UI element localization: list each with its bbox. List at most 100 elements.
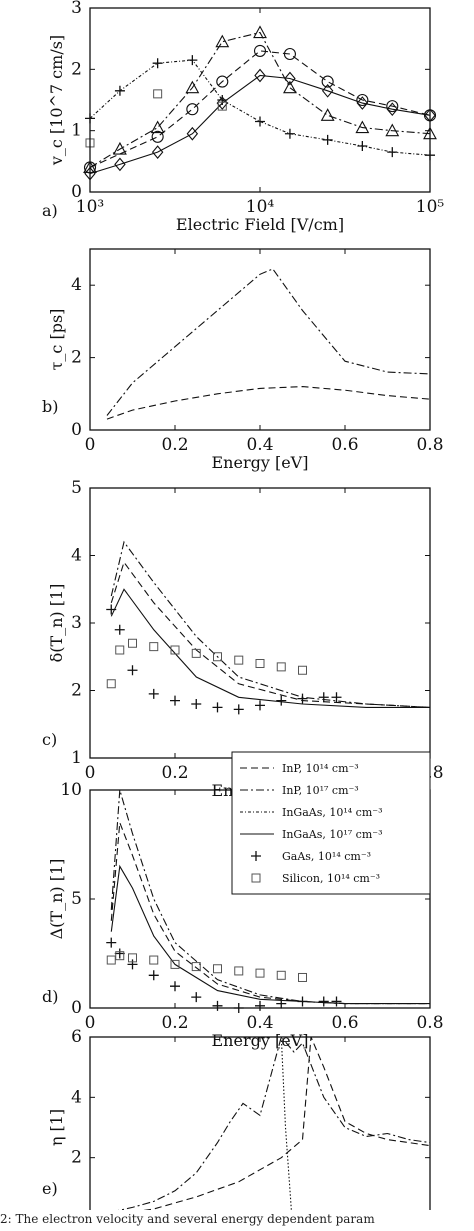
data-point-marker — [217, 101, 227, 111]
legend-label: Silicon, 10¹⁴ cm⁻³ — [282, 872, 380, 885]
y-axis-label: δ(T_n) [1] — [47, 584, 66, 663]
data-point-marker — [253, 44, 267, 57]
chart-panel-5: 00.20.40.60.80246Energy [eV]η [1]e) — [42, 1027, 444, 1231]
data-point-marker — [170, 645, 180, 655]
y-tick-label: 2 — [71, 1148, 82, 1168]
data-point-marker — [216, 75, 229, 88]
data-point-marker — [191, 699, 202, 709]
panel-label: a) — [42, 201, 58, 220]
axis-frame — [89, 7, 431, 193]
data-point-marker — [283, 80, 297, 94]
y-tick-label: 4 — [71, 546, 82, 566]
series-5 — [106, 951, 307, 982]
series-1 — [83, 44, 437, 174]
x-tick-label: 0.2 — [161, 763, 188, 783]
series-2 — [83, 25, 437, 174]
y-tick-label: 2 — [71, 59, 82, 79]
y-tick-label: 0 — [71, 420, 82, 440]
data-point-marker — [386, 102, 399, 117]
y-tick-label: 6 — [71, 1027, 82, 1047]
y-axis-label: η [1] — [47, 1109, 66, 1146]
data-point-marker — [170, 695, 180, 706]
series-1 — [111, 1035, 431, 1213]
legend: InP, 10¹⁴ cm⁻³ InP, 10¹⁷ cm⁻³ InGaAs, 10¹⁴… — [231, 751, 431, 895]
legend-label: InGaAs, 10¹⁷ cm⁻³ — [282, 828, 382, 841]
x-tick-label: 0.6 — [331, 435, 358, 455]
y-tick-label: 3 — [71, 613, 82, 633]
data-point-marker — [115, 951, 125, 961]
data-point-marker — [106, 955, 116, 965]
y-tick-label: 0 — [71, 1208, 82, 1210]
data-point-marker — [297, 996, 308, 1007]
legend-box — [231, 751, 431, 895]
series-1 — [110, 540, 431, 708]
y-tick-label: 4 — [71, 1087, 82, 1107]
data-point-marker — [255, 116, 265, 127]
data-point-marker — [106, 679, 116, 689]
data-point-marker — [321, 75, 334, 88]
x-tick-label: 0.8 — [416, 435, 443, 455]
y-tick-label: 0 — [71, 998, 82, 1018]
data-point-marker — [283, 47, 296, 61]
y-tick-label: 1 — [71, 748, 82, 768]
data-point-marker — [191, 648, 201, 658]
data-point-marker — [106, 604, 117, 615]
figure-caption: 2: The electron velocity and several ene… — [0, 1212, 375, 1226]
data-point-marker — [151, 130, 164, 143]
data-point-marker — [356, 96, 369, 110]
series-line — [110, 588, 430, 708]
series-line — [111, 1035, 431, 1213]
data-point-marker — [253, 25, 267, 39]
data-point-marker — [191, 962, 201, 972]
data-point-marker — [191, 992, 202, 1003]
x-tick-label: 0 — [85, 435, 96, 455]
legend-label: InGaAs, 10¹⁴ cm⁻³ — [282, 806, 382, 819]
y-tick-label: 0 — [71, 182, 82, 202]
data-point-marker — [149, 642, 159, 652]
series-line — [111, 1036, 431, 1216]
data-point-marker — [115, 645, 125, 655]
data-point-marker — [186, 126, 199, 141]
data-point-marker — [127, 665, 138, 676]
y-tick-label: 10 — [60, 780, 82, 800]
data-point-marker — [127, 959, 138, 970]
data-point-marker — [298, 665, 307, 675]
data-point-marker — [148, 970, 159, 981]
data-point-marker — [170, 959, 180, 969]
data-point-marker — [387, 147, 398, 158]
panel-label: c) — [42, 730, 57, 749]
data-point-marker — [215, 34, 230, 48]
y-tick-label: 5 — [71, 478, 82, 498]
y-tick-label: 2 — [71, 348, 82, 368]
data-point-marker — [284, 128, 295, 139]
series-line — [89, 31, 431, 168]
series-line — [89, 74, 431, 175]
y-tick-label: 5 — [71, 889, 82, 909]
data-point-marker — [255, 968, 265, 978]
data-point-marker — [213, 964, 222, 974]
x-tick-label: 0 — [85, 763, 96, 783]
data-point-marker — [255, 659, 265, 668]
data-point-marker — [152, 58, 163, 69]
data-point-marker — [276, 970, 286, 980]
data-point-marker — [213, 652, 222, 662]
x-axis-label: Energy [eV] — [212, 453, 309, 472]
series-line — [110, 540, 431, 708]
data-point-marker — [187, 55, 198, 66]
chart-panel-1: 10³ 10⁴ 10⁵ 0 1 2 3 Electric Field [V/cm] v_c [1… — [42, 0, 444, 234]
panel-label: b) — [42, 397, 58, 416]
series-4 — [106, 604, 342, 715]
data-point-marker — [151, 145, 164, 159]
data-point-marker — [212, 702, 223, 713]
legend-marker-marker — [251, 851, 261, 861]
x-tick-label: 10⁴ — [246, 197, 275, 217]
data-point-marker — [114, 624, 125, 635]
data-point-marker — [128, 638, 137, 648]
x-tick-label: 10⁵ — [416, 197, 445, 217]
data-point-marker — [153, 89, 163, 99]
data-point-marker — [149, 955, 159, 965]
axis-frame — [89, 487, 431, 759]
data-point-marker — [212, 1000, 223, 1011]
series-5 — [85, 89, 227, 148]
